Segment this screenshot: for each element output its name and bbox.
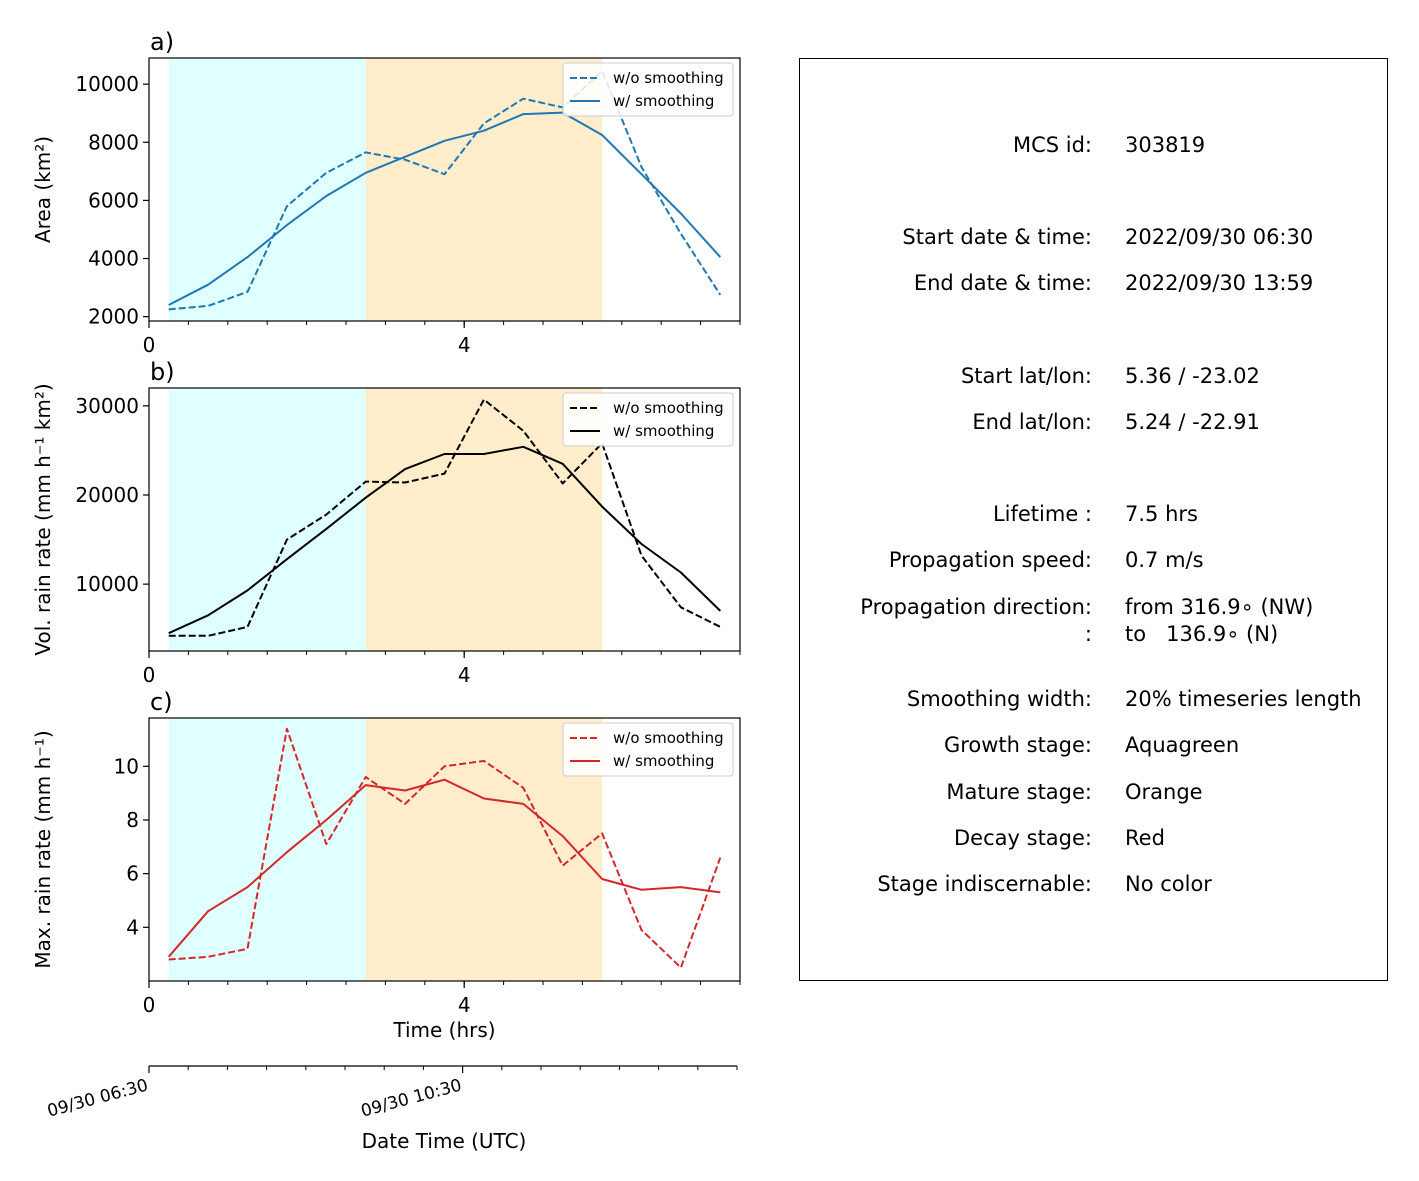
panel-2: 10000 20000 30000 0 4 b) Vol. rain rate (mm h⁻… bbox=[31, 358, 741, 687]
info-value: to 136.9∘ (N) bbox=[1125, 622, 1279, 646]
y-tick-label: 10000 bbox=[75, 572, 139, 596]
y-tick-label: 4 bbox=[126, 915, 139, 939]
info-label: Start lat/lon: bbox=[960, 364, 1092, 388]
info-value: 7.5 hrs bbox=[1125, 502, 1198, 526]
x-tick-label: 0 bbox=[143, 993, 156, 1017]
x-tick-label: 4 bbox=[458, 333, 471, 357]
legend-entry: w/o smoothing bbox=[613, 399, 724, 417]
info-label: : bbox=[1084, 622, 1092, 646]
series-line-unsmoothed bbox=[168, 70, 722, 311]
stage-shade bbox=[168, 388, 366, 651]
legend-entry: w/ smoothing bbox=[613, 752, 714, 770]
stage-shade bbox=[168, 58, 366, 321]
legend-entry: w/ smoothing bbox=[613, 422, 714, 440]
info-value: No color bbox=[1125, 872, 1212, 896]
info-label: MCS id: bbox=[1012, 133, 1092, 157]
legend-box bbox=[562, 62, 734, 117]
info-label: Propagation speed: bbox=[888, 548, 1092, 572]
info-label: Start date & time: bbox=[902, 225, 1092, 249]
info-value: 5.24 / -22.91 bbox=[1125, 410, 1260, 434]
panel-3: 4 6 8 10 0 4 c) Max. rain rate (mm h⁻¹) w/o smoo… bbox=[31, 688, 741, 1042]
date-axis: 09/30 06:30 09/30 10:30 Date Time (UTC) bbox=[45, 1065, 738, 1153]
y-tick-label: 20000 bbox=[75, 483, 139, 507]
info-value: Red bbox=[1125, 826, 1165, 850]
y-axis-label: Vol. rain rate (mm h⁻¹ km²) bbox=[31, 383, 55, 655]
info-value: 5.36 / -23.02 bbox=[1125, 364, 1260, 388]
legend-box bbox=[562, 722, 734, 777]
series-line-smoothed bbox=[168, 111, 722, 306]
x-tick-label: 0 bbox=[143, 333, 156, 357]
panel-label: a) bbox=[150, 28, 174, 56]
info-value: Orange bbox=[1125, 780, 1203, 804]
info-label: Stage indiscernable: bbox=[877, 872, 1092, 896]
stage-shade bbox=[168, 718, 366, 981]
date-axis-label: Date Time (UTC) bbox=[362, 1129, 527, 1153]
info-value: from 316.9∘ (NW) bbox=[1125, 595, 1314, 619]
series-line-unsmoothed bbox=[168, 398, 721, 637]
mcs-info-panel: MCS id: 303819 Start date & time: 2022/0… bbox=[799, 58, 1388, 981]
x-axis-label: Time (hrs) bbox=[392, 1018, 495, 1042]
legend-entry: w/ smoothing bbox=[613, 92, 714, 110]
y-tick-label: 10000 bbox=[75, 72, 139, 96]
panel-1: 2000 4000 6000 8000 10000 0 4 a) Area (km²) w/o s… bbox=[31, 28, 741, 357]
info-label: Lifetime : bbox=[992, 502, 1092, 526]
legend-box bbox=[562, 392, 734, 447]
legend-entry: w/o smoothing bbox=[613, 729, 724, 747]
axes-frame bbox=[148, 717, 741, 982]
y-tick-label: 4000 bbox=[88, 247, 139, 271]
info-label: Decay stage: bbox=[954, 826, 1092, 850]
info-value: 20% timeseries length bbox=[1125, 687, 1362, 711]
info-label: Growth stage: bbox=[943, 733, 1092, 757]
info-value: 0.7 m/s bbox=[1125, 548, 1204, 572]
x-tick-label: 0 bbox=[143, 663, 156, 687]
y-tick-label: 10 bbox=[114, 754, 139, 778]
info-label: Mature stage: bbox=[946, 780, 1092, 804]
y-tick-label: 2000 bbox=[88, 305, 139, 329]
info-label: Smoothing width: bbox=[906, 687, 1092, 711]
date-tick-label: 09/30 06:30 bbox=[45, 1076, 150, 1122]
info-label: End lat/lon: bbox=[972, 410, 1092, 434]
axes-frame bbox=[148, 57, 741, 322]
panel-label: b) bbox=[150, 358, 175, 386]
legend-entry: w/o smoothing bbox=[613, 69, 724, 87]
x-tick-label: 4 bbox=[458, 663, 471, 687]
y-tick-label: 6000 bbox=[88, 188, 139, 212]
y-tick-label: 6 bbox=[126, 862, 139, 886]
y-tick-label: 8 bbox=[126, 808, 139, 832]
info-value: 303819 bbox=[1125, 133, 1206, 157]
y-tick-label: 8000 bbox=[88, 130, 139, 154]
info-label: End date & time: bbox=[913, 271, 1092, 295]
y-axis-label: Max. rain rate (mm h⁻¹) bbox=[31, 730, 55, 968]
y-axis-label: Area (km²) bbox=[31, 136, 55, 243]
series-line-smoothed bbox=[167, 778, 721, 958]
y-tick-label: 30000 bbox=[75, 394, 139, 418]
date-tick-label: 09/30 10:30 bbox=[359, 1076, 464, 1122]
axes-frame bbox=[148, 387, 741, 652]
info-label: Propagation direction: bbox=[860, 595, 1092, 619]
panel-label: c) bbox=[150, 688, 173, 716]
x-tick-label: 4 bbox=[458, 993, 471, 1017]
series-line-smoothed bbox=[168, 445, 721, 635]
info-value: Aquagreen bbox=[1125, 733, 1240, 757]
info-value: 2022/09/30 06:30 bbox=[1125, 225, 1314, 249]
info-value: 2022/09/30 13:59 bbox=[1125, 271, 1314, 295]
